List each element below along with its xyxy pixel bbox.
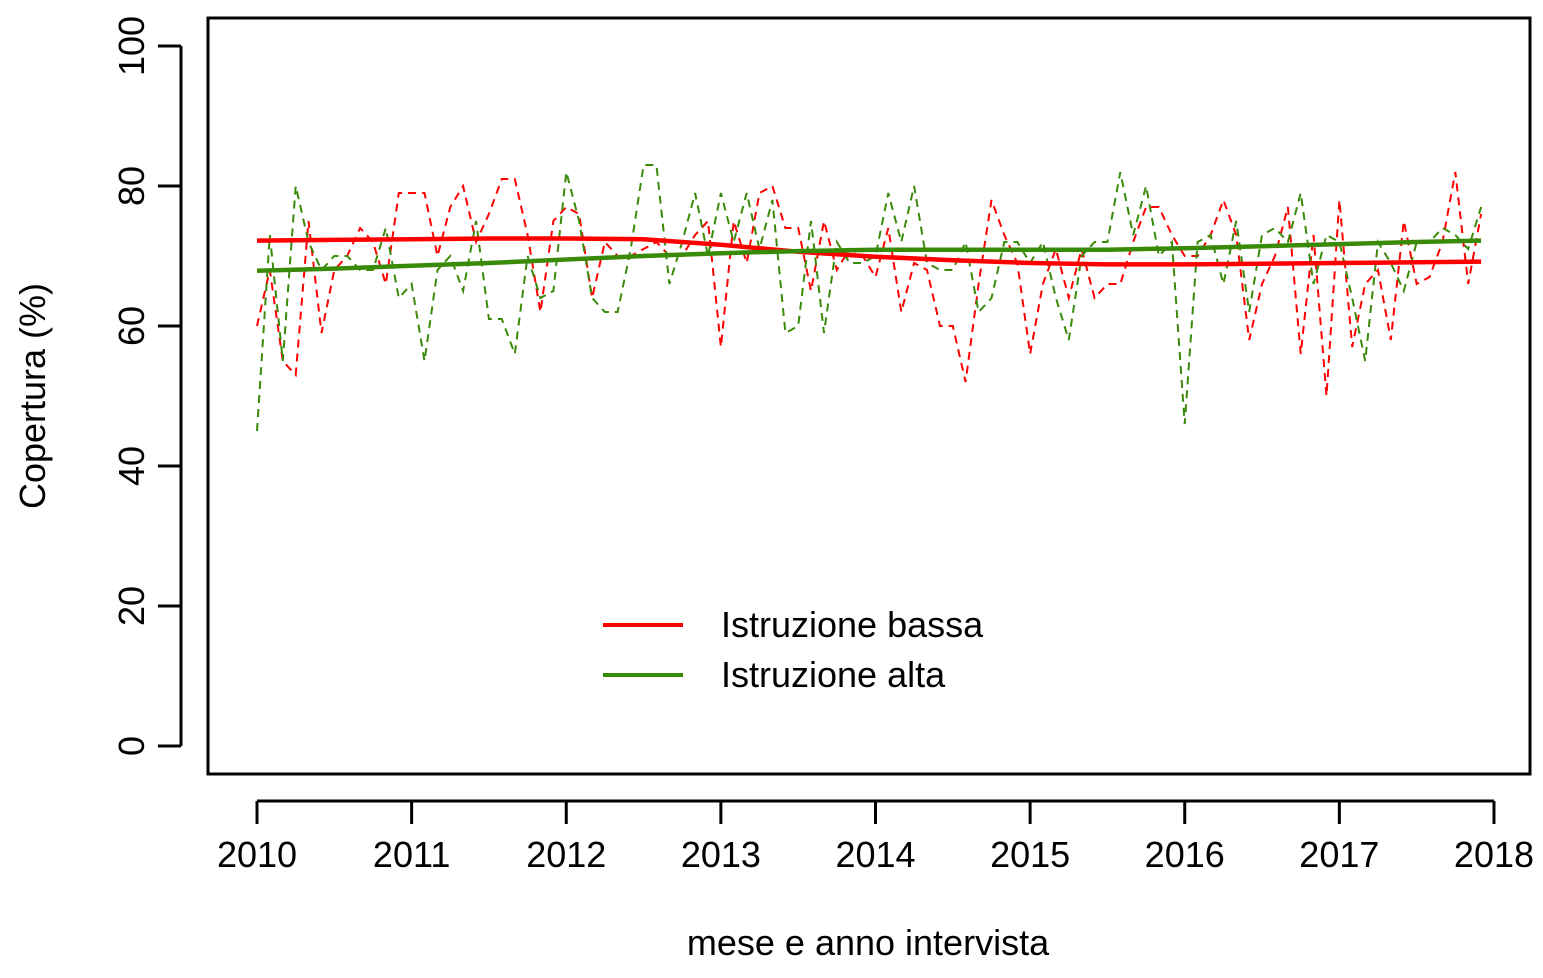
y-tick-label: 60 — [111, 306, 152, 346]
trend-line — [256, 236, 1482, 267]
monthly-line — [256, 164, 1483, 432]
x-axis-title: mese e anno intervista — [687, 922, 1050, 963]
legend-label: Istruzione alta — [721, 654, 946, 695]
y-tick-label: 20 — [111, 586, 152, 626]
x-tick-label: 2015 — [990, 834, 1070, 875]
y-tick-label: 100 — [111, 16, 152, 76]
y-tick-label: 80 — [111, 166, 152, 206]
trend-line — [256, 238, 1482, 273]
y-tick-label: 40 — [111, 446, 152, 486]
x-tick-label: 2012 — [526, 834, 606, 875]
x-tick-label: 2013 — [681, 834, 761, 875]
y-tick-label: 0 — [111, 736, 152, 756]
plot-frame — [206, 16, 1532, 776]
x-tick-label: 2011 — [373, 834, 450, 875]
x-tick-label: 2016 — [1145, 834, 1225, 875]
y-axis-title: Copertura (%) — [12, 283, 53, 509]
x-tick-label: 2014 — [835, 834, 915, 875]
x-tick-label: 2018 — [1454, 834, 1534, 875]
x-tick-label: 2017 — [1299, 834, 1379, 875]
x-tick-label: 2010 — [217, 834, 297, 875]
legend-label: Istruzione bassa — [721, 604, 984, 645]
monthly-line — [256, 171, 1483, 397]
